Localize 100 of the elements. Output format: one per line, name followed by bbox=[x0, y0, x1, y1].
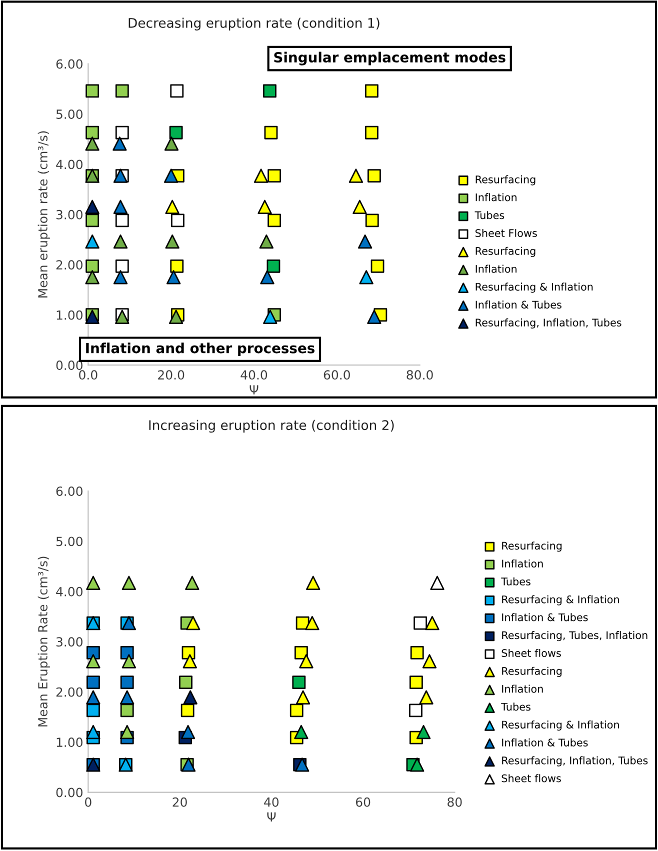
point bbox=[258, 200, 272, 214]
point bbox=[85, 234, 100, 249]
y-tick-label: 4.00 bbox=[56, 160, 82, 170]
point bbox=[180, 704, 194, 718]
point bbox=[85, 270, 100, 284]
point bbox=[165, 234, 180, 249]
legend-label: Tubes bbox=[501, 702, 530, 711]
legend-label: Inflation bbox=[502, 684, 543, 693]
point bbox=[305, 616, 320, 630]
y-tick-label: 2.00 bbox=[56, 687, 82, 697]
point bbox=[115, 126, 129, 140]
y-tick-label: 6.00 bbox=[56, 486, 82, 496]
x-tick-label: 40 bbox=[264, 797, 279, 807]
point bbox=[166, 270, 181, 284]
point bbox=[409, 704, 422, 718]
point bbox=[185, 576, 200, 590]
point bbox=[268, 169, 282, 182]
y-axis-title: Mean eruption rate (cm³/s) bbox=[38, 131, 50, 298]
legend-label: Resurfacing & Inflation bbox=[502, 720, 619, 731]
x-tick-label: 60 bbox=[356, 797, 370, 807]
point bbox=[85, 200, 100, 214]
point bbox=[122, 576, 136, 590]
legend-label: Tubes bbox=[474, 211, 504, 220]
x-tick-label: 80.0 bbox=[406, 370, 433, 380]
legend-label: Inflation bbox=[476, 193, 516, 202]
y-tick-label: 3.00 bbox=[56, 637, 82, 647]
legend-label: Resurfacing, Inflation, Tubes bbox=[502, 756, 648, 766]
point bbox=[359, 270, 374, 284]
point bbox=[115, 84, 129, 98]
x-tick-label: 20 bbox=[172, 797, 187, 807]
point bbox=[264, 126, 278, 140]
point bbox=[85, 136, 100, 151]
point bbox=[268, 214, 282, 228]
y-tick-label: 0.00 bbox=[56, 360, 82, 370]
legend-label: Sheet flows bbox=[502, 648, 561, 658]
point bbox=[86, 126, 100, 140]
point bbox=[367, 169, 381, 182]
point bbox=[186, 616, 200, 630]
point bbox=[113, 234, 128, 249]
point bbox=[352, 200, 367, 214]
x-axis-title: Ψ bbox=[267, 812, 276, 822]
point bbox=[295, 758, 310, 772]
legend-label: Tubes bbox=[501, 577, 530, 586]
point bbox=[422, 654, 437, 668]
point bbox=[409, 676, 423, 690]
point bbox=[120, 704, 134, 718]
point bbox=[115, 259, 129, 273]
x-tick-label: 80 bbox=[448, 797, 462, 807]
point bbox=[260, 270, 274, 284]
point bbox=[122, 654, 136, 668]
point bbox=[86, 259, 100, 273]
point bbox=[170, 84, 184, 98]
point bbox=[299, 654, 314, 668]
point bbox=[169, 126, 183, 140]
point bbox=[115, 214, 129, 228]
point bbox=[86, 646, 100, 660]
legend-label: Resurfacing bbox=[476, 246, 536, 257]
legend-label: Resurfacing & Inflation bbox=[502, 595, 619, 606]
legend-label: Sheet Flows bbox=[475, 228, 537, 238]
point bbox=[254, 168, 268, 183]
point bbox=[263, 310, 278, 324]
point bbox=[164, 168, 178, 183]
point bbox=[86, 576, 100, 590]
point bbox=[122, 616, 136, 630]
point bbox=[86, 724, 100, 740]
annotation: Singular emplacement modes bbox=[274, 52, 506, 66]
x-tick-label: 0.0 bbox=[79, 370, 98, 380]
point bbox=[263, 84, 276, 98]
y-tick-label: 3.00 bbox=[56, 210, 82, 220]
point bbox=[266, 259, 280, 273]
legend-label: Resurfacing, Inflation, Tubes bbox=[476, 318, 622, 329]
legend-label: Resurfacing, Tubes, Inflation bbox=[502, 631, 648, 642]
point bbox=[180, 724, 196, 740]
legend-label: Inflation bbox=[502, 559, 543, 568]
legend-label: Inflation & Tubes bbox=[502, 613, 588, 622]
point bbox=[367, 310, 382, 324]
point bbox=[113, 270, 128, 284]
point bbox=[294, 724, 308, 740]
point bbox=[86, 676, 100, 690]
legend-label: Sheet flows bbox=[502, 774, 561, 782]
point bbox=[179, 676, 192, 690]
point bbox=[365, 84, 378, 98]
point bbox=[86, 84, 100, 98]
point bbox=[170, 259, 184, 273]
y-tick-label: 1.00 bbox=[56, 738, 82, 747]
point bbox=[306, 576, 320, 590]
annotation: Inflation and other processes bbox=[86, 342, 315, 356]
y-tick-label: 1.00 bbox=[56, 310, 82, 320]
x-tick-label: 40.0 bbox=[240, 370, 268, 380]
point bbox=[410, 646, 424, 660]
legend-label: Resurfacing bbox=[476, 175, 536, 186]
point bbox=[120, 724, 134, 740]
point bbox=[86, 690, 100, 704]
y-tick-label: 0.00 bbox=[56, 788, 82, 798]
point bbox=[86, 654, 100, 668]
point bbox=[430, 576, 444, 590]
y-tick-label: 5.00 bbox=[56, 536, 82, 546]
point bbox=[120, 690, 134, 704]
legend-label: Inflation & Tubes bbox=[476, 300, 562, 309]
point bbox=[112, 136, 127, 151]
